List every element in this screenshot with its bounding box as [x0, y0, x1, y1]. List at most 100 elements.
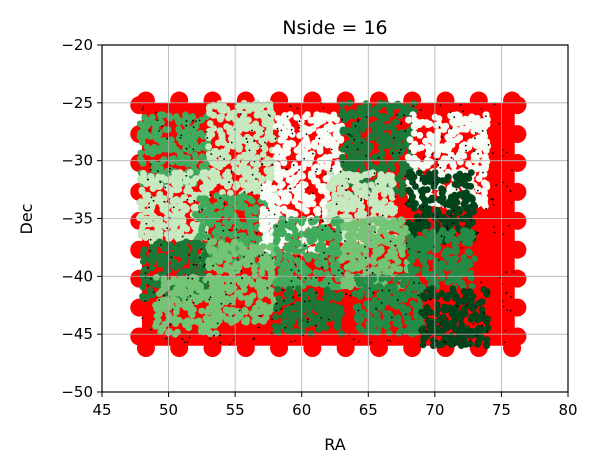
- patch-point: [240, 110, 248, 118]
- source-dot: [280, 308, 283, 310]
- source-dot: [487, 144, 490, 146]
- patch-point: [447, 338, 455, 346]
- patch-point: [415, 119, 423, 126]
- source-dot: [144, 272, 147, 274]
- patch-point: [262, 118, 269, 125]
- source-dot: [360, 199, 362, 202]
- patch-point: [212, 148, 220, 156]
- source-dot: [408, 248, 410, 251]
- patch-point: [380, 258, 388, 265]
- patch-point: [193, 239, 201, 247]
- patch-point: [264, 281, 271, 289]
- patch-point: [148, 214, 156, 221]
- patch-point: [279, 153, 286, 161]
- patch-point: [433, 222, 441, 230]
- patch-point: [224, 276, 232, 284]
- source-dot: [347, 133, 350, 136]
- patch-point: [352, 109, 359, 117]
- source-dot: [437, 163, 440, 166]
- patch-point: [178, 251, 185, 259]
- source-dot: [438, 126, 441, 128]
- source-dot: [216, 322, 219, 325]
- source-dot: [329, 170, 332, 172]
- source-dot: [450, 156, 453, 159]
- source-dot: [141, 108, 144, 111]
- patch-point: [471, 136, 479, 144]
- footprint-scallop: [508, 298, 527, 317]
- source-dot: [361, 141, 363, 144]
- patch-point: [275, 324, 282, 332]
- patch-point: [426, 317, 433, 325]
- patch-point: [234, 222, 242, 230]
- source-dot: [504, 329, 507, 332]
- source-dot: [198, 210, 201, 213]
- patch-point: [229, 212, 237, 219]
- patch-point: [419, 341, 427, 349]
- patch-point: [385, 274, 392, 282]
- patch-point: [369, 266, 377, 273]
- source-dot: [368, 223, 371, 226]
- source-dot: [274, 137, 277, 140]
- patch-point: [378, 101, 385, 108]
- patch-point: [408, 256, 416, 264]
- x-tick-label: 55: [226, 401, 245, 419]
- patch-point: [323, 299, 331, 307]
- source-dot: [318, 137, 321, 140]
- source-dot: [207, 238, 210, 241]
- patch-point: [151, 247, 159, 254]
- source-dot: [442, 341, 445, 343]
- patch-point: [217, 202, 224, 210]
- patch-point: [199, 184, 207, 192]
- patch-point: [273, 302, 281, 310]
- patch-point: [394, 175, 402, 183]
- patch-point: [239, 281, 247, 289]
- patch-point: [478, 144, 486, 151]
- patch-point: [255, 125, 262, 133]
- patch-point: [214, 139, 222, 147]
- patch-point: [139, 258, 147, 265]
- patch-point: [428, 194, 436, 202]
- patch-point: [449, 228, 456, 236]
- patch-point: [145, 148, 153, 156]
- patch-point: [210, 247, 218, 255]
- patch-point: [353, 188, 361, 196]
- patch-point: [346, 149, 353, 157]
- patch-point: [436, 165, 444, 173]
- patch-point: [447, 128, 455, 136]
- patch-point: [192, 297, 200, 304]
- source-dot: [377, 157, 380, 159]
- patch-point: [241, 204, 249, 211]
- patch-point: [385, 223, 393, 231]
- patch-point: [434, 135, 441, 143]
- patch-point: [140, 126, 148, 134]
- patch-point: [368, 163, 376, 170]
- source-dot: [241, 277, 244, 280]
- patch-point: [314, 246, 322, 253]
- patch-point: [379, 158, 387, 166]
- patch-point: [472, 163, 480, 171]
- y-tick-label: −40: [61, 267, 93, 285]
- patch-point: [205, 143, 213, 151]
- patch-point: [390, 125, 397, 133]
- source-dot: [368, 287, 371, 290]
- source-dot: [232, 339, 235, 341]
- patch-point: [360, 143, 368, 151]
- patch-point: [402, 328, 410, 335]
- patch-point: [427, 253, 434, 261]
- patch-point: [225, 253, 233, 261]
- source-dot: [337, 269, 340, 272]
- source-dot: [346, 145, 349, 148]
- patch-point: [244, 150, 252, 158]
- patch-point: [189, 273, 197, 281]
- source-dot: [333, 230, 336, 233]
- source-dot: [160, 244, 163, 246]
- patch-point: [381, 166, 389, 173]
- patch-point: [445, 134, 453, 142]
- source-dot: [503, 341, 506, 344]
- patch-point: [424, 143, 432, 151]
- patch-point: [381, 238, 389, 246]
- patch-point: [287, 255, 295, 263]
- patch-point: [251, 305, 259, 312]
- x-tick-label: 70: [425, 401, 444, 419]
- source-dot: [294, 263, 297, 266]
